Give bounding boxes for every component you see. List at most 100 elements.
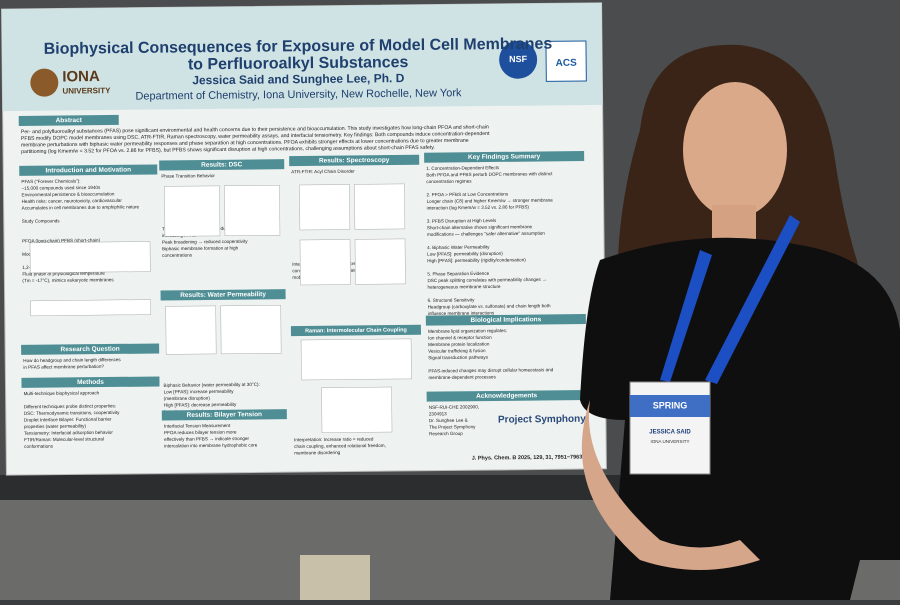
section-heading: Results: Spectroscopy bbox=[319, 157, 390, 165]
figure bbox=[224, 184, 281, 237]
citation: J. Phys. Chem. B 2025, 129, 31, 7951−796… bbox=[472, 455, 583, 462]
section-text: ~15,000 compounds used since 1940s bbox=[21, 185, 101, 191]
section-header bbox=[18, 114, 119, 126]
acs-logo bbox=[545, 40, 587, 82]
section-text: Longer chain (C8) and higher Kmem/w → st… bbox=[427, 198, 554, 204]
section-text: Per- and polyfluoroalkyl substances (PFA… bbox=[21, 124, 489, 135]
section-heading: Acknowledgements bbox=[476, 392, 537, 400]
section-text: 2. PFOA > PFBS at Low Concentrations bbox=[427, 191, 509, 197]
figure bbox=[164, 185, 221, 237]
section-text: Short-chain alternative shows significan… bbox=[427, 224, 533, 230]
face bbox=[683, 82, 787, 218]
section-text: chain coupling, enhanced rotational free… bbox=[294, 443, 386, 449]
section-text: 1. Concentration-Dependent Effects bbox=[426, 165, 500, 171]
badge-name: JESSICA SAID bbox=[649, 430, 691, 436]
section-text: NSF-RUI-CHE 2002900, bbox=[429, 404, 479, 410]
section-text: Fluid phase at physiological temperature bbox=[22, 271, 105, 277]
section-header bbox=[160, 289, 286, 301]
section-text: interaction (log Kmem/w = 3.52 vs. 2.86 … bbox=[427, 204, 530, 210]
section-text: High [PFAS]: permeability (rigidity/cond… bbox=[427, 257, 526, 263]
figure bbox=[321, 386, 393, 434]
iona-logo-text: IONA bbox=[62, 68, 100, 85]
board-edge bbox=[0, 475, 620, 500]
section-text: DSC: Thermodynamic transitions, cooperat… bbox=[24, 410, 120, 416]
section-text: Biphasic Behavior (water permeability at… bbox=[163, 382, 259, 388]
section-header bbox=[290, 324, 421, 337]
section-text: concentrations bbox=[162, 253, 193, 258]
section-text: conformations bbox=[24, 444, 54, 449]
section-text: Droplet Interface Bilayer: Functional ba… bbox=[24, 417, 112, 423]
poster-authors: Jessica Said and Sunghee Lee, Ph. D bbox=[192, 71, 405, 87]
section-heading: Key Findings Summary bbox=[468, 153, 541, 161]
poster-affiliation: Department of Chemistry, Iona University… bbox=[135, 87, 462, 102]
section-text: The Project Symphony bbox=[429, 424, 476, 429]
section-text: Different techniques probe distinct prop… bbox=[24, 403, 116, 409]
iona-logo-text: UNIVERSITY bbox=[62, 86, 111, 96]
section-text: effectively than PFBS → indicate stronge… bbox=[164, 436, 249, 442]
section-text: Peak broadening → reduced cooperativity bbox=[162, 239, 248, 245]
section-text: PFOA reduces bilayer tension more bbox=[164, 429, 237, 435]
section-text: 5. Phase Separation Evidence bbox=[427, 271, 489, 277]
section-text: Research Group bbox=[429, 431, 463, 436]
section-text: Ion channel & receptor function bbox=[428, 335, 492, 341]
figure bbox=[30, 299, 152, 317]
section-text: Headgroup (carboxylate vs. sulfonate) an… bbox=[428, 303, 551, 309]
figure bbox=[220, 304, 282, 355]
figure bbox=[300, 338, 412, 381]
section-text: Environmental persistence & bioaccumulat… bbox=[21, 191, 114, 197]
section-heading: Methods bbox=[77, 379, 104, 386]
figure bbox=[299, 239, 351, 286]
nsf-text: NSF bbox=[509, 54, 528, 64]
iona-seal bbox=[30, 68, 59, 97]
section-text: properties (water permeability) bbox=[24, 423, 87, 429]
section-text: FTIR/Raman: Molecular-level structural bbox=[24, 436, 104, 442]
section-header bbox=[21, 376, 160, 388]
section-heading: Raman: Intermolecular Chain Coupling bbox=[305, 327, 407, 334]
section-text: PFOA (long-chain) PFBS (short-chain) bbox=[22, 238, 101, 244]
section-text: Accumulates in cell membranes due to amp… bbox=[22, 204, 140, 210]
badge-affiliation: IONA UNIVERSITY bbox=[650, 439, 689, 444]
figure bbox=[299, 184, 351, 231]
section-text: concentration regimes bbox=[426, 179, 472, 184]
section-text: Multi-technique biophysical approach bbox=[24, 390, 100, 396]
section-text: Low [PFAS]: increase permeability bbox=[164, 389, 235, 395]
symphony-logo: Project Symphony bbox=[498, 414, 586, 426]
black-top bbox=[580, 237, 900, 600]
section-text: DSC peak splitting correlates with perme… bbox=[427, 277, 546, 283]
section-text: membrane disordering bbox=[294, 450, 340, 455]
section-text: partitioning (log Kmem/w = 3.52 for PFOA… bbox=[21, 145, 435, 155]
figure bbox=[29, 241, 151, 274]
section-text: Signal transduction pathways bbox=[428, 355, 489, 361]
section-text: 2304913 bbox=[429, 411, 447, 416]
section-header bbox=[289, 154, 420, 167]
section-text: Vesicular trafficking & fusion bbox=[428, 348, 486, 354]
section-text: Phase Transition Behavior bbox=[161, 173, 215, 179]
section-text: (Tm = -17°C), mimics eukaryotic membrane… bbox=[22, 277, 114, 283]
nsf-logo bbox=[499, 40, 538, 79]
section-text: Both PFOA and PFBS perturb DOPC membrane… bbox=[426, 171, 553, 177]
section-heading: Results: Bilayer Tension bbox=[187, 411, 262, 419]
poster-header bbox=[1, 2, 603, 112]
section-text: Membrane lipid organization regulates: bbox=[428, 328, 507, 334]
section-text: membrane-dependent processes bbox=[428, 374, 496, 380]
section-text: heterogeneous membrane structure bbox=[427, 284, 501, 290]
section-header bbox=[425, 314, 586, 326]
section-text: Low [PFAS]: permeability (disruption) bbox=[427, 251, 503, 257]
section-heading: Biological Implications bbox=[470, 316, 541, 324]
poster-title: Biophysical Consequences for Exposure of… bbox=[44, 36, 553, 58]
figure bbox=[354, 183, 406, 230]
section-text: ATR-FTIR: Acyl Chain Disorder bbox=[291, 169, 355, 175]
poster-title: to Perfluoroalkyl Substances bbox=[188, 54, 409, 73]
section-text: Dr. Sunghee Lee & bbox=[429, 418, 468, 423]
badge-banner bbox=[630, 395, 710, 417]
section-header bbox=[426, 390, 587, 402]
section-header bbox=[159, 159, 285, 171]
figure bbox=[354, 238, 406, 285]
section-text: Membrane protein localization bbox=[428, 341, 490, 347]
section-heading: Abstract bbox=[56, 117, 83, 124]
section-text: How do headgroup and chain length differ… bbox=[23, 357, 121, 363]
person: SPRING JESSICA SAID IONA UNIVERSITY bbox=[580, 44, 900, 600]
section-heading: Results: Water Permeability bbox=[180, 291, 266, 299]
section-heading: Introduction and Motivation bbox=[45, 166, 131, 174]
